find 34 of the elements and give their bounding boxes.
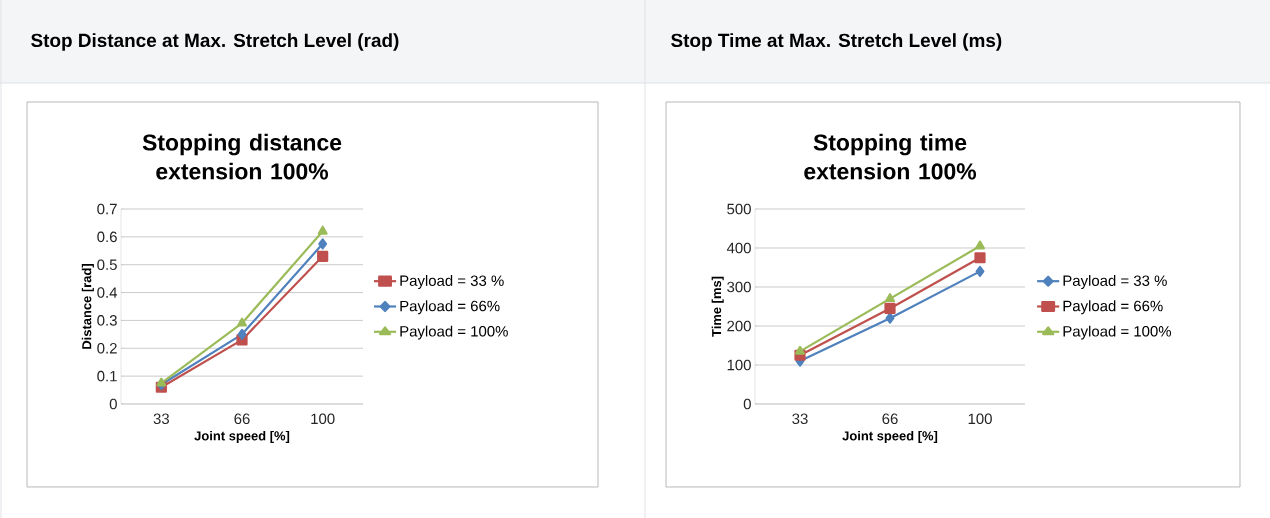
chart-title: Stop Time at Max. Stretch Level (ms)	[671, 33, 1002, 51]
y-axis-title: Distance [rad]	[81, 264, 94, 349]
y-tick-label: 400	[726, 242, 751, 254]
y-tick-label: 200	[727, 320, 751, 332]
legend-label: Payload = 33 %	[400, 275, 504, 289]
y-tick-label: 0.1	[97, 370, 117, 382]
x-tick-label: 100	[968, 413, 992, 425]
y-tick-label: 0.2	[97, 342, 117, 354]
x-tick-label: 33	[153, 413, 169, 425]
y-tick-label: 0.5	[97, 259, 117, 270]
y-tick-label: 0.6	[97, 231, 117, 243]
y-tick-label: 0	[109, 398, 117, 410]
x-tick-label: 66	[234, 413, 250, 425]
y-tick-label: 100	[727, 359, 751, 371]
chart-subtitle: Stopping distance extension 100%	[142, 133, 342, 180]
legend-label: Payload = 100%	[1063, 325, 1171, 340]
legend-label: Payload = 100%	[400, 325, 508, 340]
x-tick-label: 100	[311, 413, 335, 425]
legend-label: Payload = 66%	[1063, 300, 1163, 315]
y-tick-label: 300	[727, 281, 751, 293]
x-axis-title: Joint speed [%]	[842, 430, 938, 443]
x-axis-title: Joint speed [%]	[194, 430, 290, 443]
legend-label: Payload = 33 %	[1063, 275, 1167, 289]
x-tick-label: 66	[882, 413, 898, 425]
y-tick-label: 0.7	[97, 203, 117, 215]
chart-title: Stop Distance at Max. Stretch Level (rad)	[31, 33, 399, 51]
legend-label: Payload = 66%	[400, 300, 500, 315]
y-axis-title: Time [ms]	[711, 276, 724, 337]
y-tick-label: 0	[743, 398, 751, 410]
y-tick-label: 0.3	[97, 315, 117, 326]
chart-subtitle: Stopping time extension 100%	[804, 133, 976, 180]
y-tick-label: 0.4	[97, 287, 118, 298]
x-tick-label: 33	[792, 413, 808, 425]
y-tick-label: 500	[727, 203, 751, 215]
